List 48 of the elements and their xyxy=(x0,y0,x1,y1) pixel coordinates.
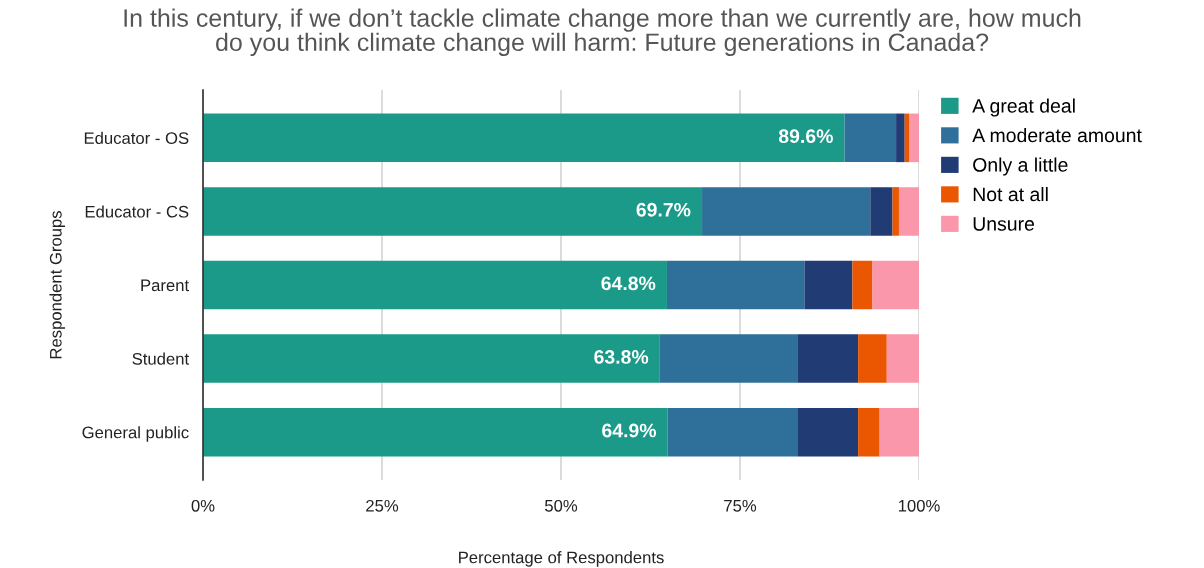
bar xyxy=(203,187,703,236)
y-tick-label: Student xyxy=(132,352,189,365)
bar xyxy=(892,187,899,236)
chart-title: In this century, if we don’t tackle climate change more than we currently are, how much do you think climate change will harm: Future generations in Canada? xyxy=(124,8,1081,57)
legend-label: Not at all xyxy=(973,186,1048,202)
data-label: 64.8% xyxy=(601,276,656,291)
bar xyxy=(904,113,909,163)
bar xyxy=(886,334,919,383)
x-axis-title: Percentage of Respondents xyxy=(459,551,664,567)
bar xyxy=(879,407,919,457)
y-tick-label: Educator - OS xyxy=(84,131,189,145)
y-tick-label: General public xyxy=(82,426,189,442)
x-tick-label: 75% xyxy=(724,499,757,512)
legend-label: Unsure xyxy=(973,217,1035,231)
bar xyxy=(852,260,873,310)
legend-label: A great deal xyxy=(972,98,1075,117)
legend-label: A moderate amount xyxy=(972,127,1142,143)
bar xyxy=(798,407,859,457)
bar xyxy=(870,187,893,236)
bar xyxy=(858,407,880,457)
y-tick-label: Educator - CS xyxy=(85,205,189,218)
bar xyxy=(896,113,905,163)
bar xyxy=(908,113,919,163)
data-label: 69.7% xyxy=(636,202,691,217)
bar xyxy=(858,334,887,383)
bar xyxy=(203,407,668,457)
bar xyxy=(872,260,919,310)
data-label: 89.6% xyxy=(778,129,833,144)
x-tick-label: 50% xyxy=(544,499,578,512)
x-tick-label: 25% xyxy=(366,499,399,512)
y-axis-title: Respondent Groups xyxy=(49,211,65,359)
bar xyxy=(702,187,871,236)
bar xyxy=(666,260,805,310)
bar xyxy=(203,113,845,163)
bar xyxy=(797,334,859,383)
x-tick-label: 100% xyxy=(898,499,940,512)
data-label: 64.9% xyxy=(602,423,657,438)
bar xyxy=(844,113,897,163)
bar xyxy=(659,334,798,383)
bar xyxy=(898,187,919,236)
bar xyxy=(203,260,667,310)
y-tick-label: Parent xyxy=(141,279,189,292)
bar xyxy=(203,334,660,383)
legend-label: Only a little xyxy=(973,157,1068,176)
bar xyxy=(667,407,798,457)
bar xyxy=(804,260,853,310)
x-tick-label: 0% xyxy=(191,499,215,512)
data-label: 63.8% xyxy=(594,350,649,364)
